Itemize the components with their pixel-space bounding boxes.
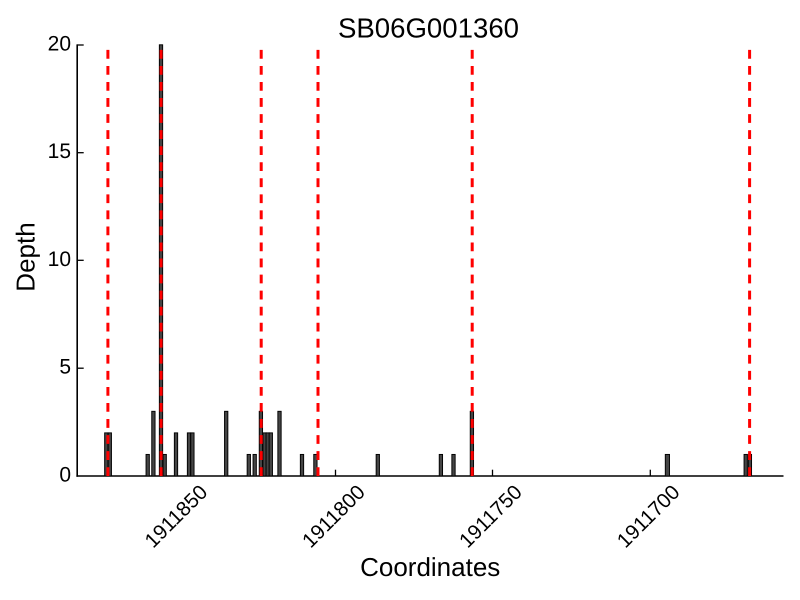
svg-text:20: 20 bbox=[48, 33, 71, 56]
svg-text:Depth: Depth bbox=[11, 222, 41, 291]
svg-text:10: 10 bbox=[48, 248, 71, 271]
svg-text:15: 15 bbox=[48, 140, 71, 163]
svg-text:SB06G001360: SB06G001360 bbox=[338, 12, 519, 43]
svg-text:5: 5 bbox=[59, 356, 71, 379]
svg-text:Coordinates: Coordinates bbox=[360, 552, 500, 582]
svg-text:0: 0 bbox=[59, 464, 71, 487]
